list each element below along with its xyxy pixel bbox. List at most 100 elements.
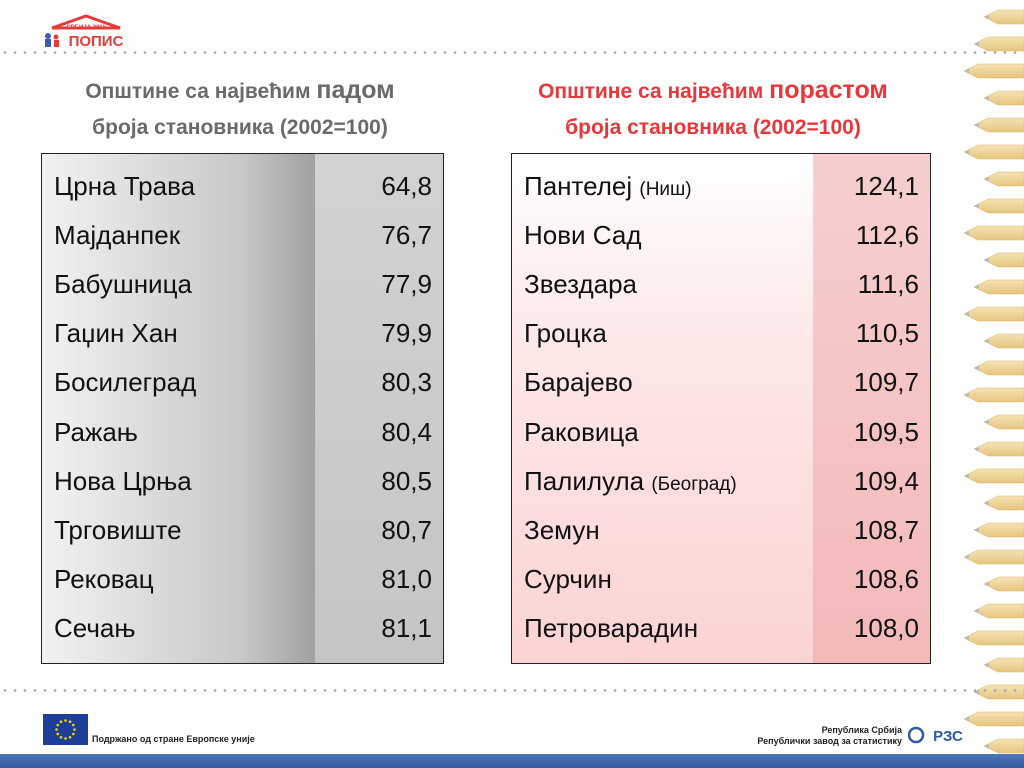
eu-star [56,732,60,736]
municipality-name-text: Земун [524,514,600,545]
pencil-shape [963,468,1024,484]
pencil-tip [974,366,979,370]
pencil-shape [973,117,1024,133]
pencil-shape [973,198,1024,214]
growth-heading: Општине са највећим порастом броја стано… [478,72,948,146]
table-row: Гаџин Хан 79,9 [42,309,443,358]
eu-flag-icon [43,714,88,745]
index-value: 80,4 [381,416,432,447]
growth-value-column-bg [813,154,930,663]
pencil-tip [974,204,979,208]
municipality-name: Црна Трава [42,171,322,202]
pencil-tip [964,69,969,73]
pencil-tip [984,663,989,667]
index-value: 112,6 [855,220,919,251]
pencil-shape [973,603,1024,619]
index-value: 80,7 [381,514,432,545]
municipality-name: Барајево [512,367,809,398]
pencil-tip [974,609,979,613]
pencil-tip [964,636,969,640]
municipality-name-text: Сурчин [524,563,612,594]
pencil-tip [974,123,979,127]
table-row: Пантелеј (Ниш) 124,1 [512,162,930,211]
pencil-tip [984,258,989,262]
eu-star [59,735,63,739]
table-row: Мајданпек 76,7 [42,211,443,260]
municipality-name-text: Сечањ [54,612,136,643]
index-value: 81,0 [381,563,432,594]
index-value: 108,7 [853,514,919,545]
footer-bar [0,754,1024,768]
municipality-name: Бабушница [42,269,322,300]
index-value: 109,7 [853,367,919,398]
eu-star [73,728,76,731]
municipality-name: Пантелеј (Ниш) [512,171,809,202]
table-row: Нови Сад 112,6 [512,211,930,260]
municipality-name: Гроцка [512,318,809,349]
municipality-name: Ражањ [42,417,322,448]
pencil-shape [963,549,1024,565]
municipality-name: Трговиште [42,515,322,546]
pencil-tip [964,231,969,235]
eu-star [68,720,72,724]
popis-logo: СРБИЈА 2011 ПОПИС [40,14,132,50]
pencil-shape [963,711,1024,727]
pencil-shape [983,333,1024,349]
decline-heading-emphasis: падом [316,76,395,104]
logo-small-text: СРБИЈА 2011 [66,25,106,31]
dotted-divider-bottom [0,689,1024,692]
pencil-tip [984,177,989,181]
pencil-tip [964,555,969,559]
index-value: 81,1 [381,612,432,643]
table-row: Петроварадин 108,0 [512,604,930,653]
rzs-line1: Република Србија [821,725,902,735]
pencil-shape [973,684,1024,700]
index-value: 108,6 [853,563,919,594]
pencil-shape [963,630,1024,646]
table-row: Палилула (Београд) 109,4 [512,457,930,506]
index-value: 109,4 [853,465,919,496]
decline-rows: Црна Трава 64,8 Мајданпек 76,7 Бабушница 77,9… [42,162,443,653]
table-row: Ражањ 80,4 [42,407,443,456]
pencil-shape [973,360,1024,376]
table-row: Бабушница 77,9 [42,260,443,309]
table-row: Земун 108,7 [512,506,930,555]
pencil-tip [984,501,989,505]
pencil-shape [983,171,1024,187]
pencil-tip [984,339,989,343]
pencil-tip [974,447,979,451]
municipality-name-text: Рековац [54,563,154,594]
decline-table: Црна Трава 64,8 Мајданпек 76,7 Бабушница 77,9… [41,153,444,664]
eu-star [64,719,67,722]
pencil-tip [984,744,989,748]
index-value: 80,3 [381,367,432,398]
eu-star [68,735,72,739]
table-row: Рековац 81,0 [42,555,443,604]
index-value: 110,5 [855,318,919,349]
municipality-name: Земун [512,515,809,546]
pencil-shape [973,522,1024,538]
index-value: 111,6 [857,269,919,300]
municipality-name: Петроварадин [512,613,809,644]
municipality-name-text: Босилеград [54,367,197,398]
pencil-tip [964,474,969,478]
municipality-name-text: Нова Црња [54,465,192,496]
municipality-name: Раковица [512,417,809,448]
pencil-shape [963,225,1024,241]
table-row: Трговиште 80,7 [42,506,443,555]
municipality-name-text: Пантелеј [524,171,633,202]
decline-value-column-bg [315,154,443,663]
rzs-line2: Републички завод за статистику [757,736,902,746]
index-value: 76,7 [381,220,432,251]
pencil-tip [984,420,989,424]
eu-support-text: Подржано од стране Европске уније [92,734,255,744]
municipality-name-text: Нови Сад [524,220,642,251]
growth-heading-line2: броја становника (2002=100) [565,116,861,139]
municipality-name-text: Гаџин Хан [54,318,178,349]
logo-main-text: ПОПИС [69,33,124,50]
pencil-shape [963,144,1024,160]
pencil-shape [963,63,1024,79]
pencil-shape [983,9,1024,25]
municipality-name-text: Бабушница [54,269,192,300]
growth-table: Пантелеј (Ниш) 124,1 Нови Сад 112,6 Звездара… [511,153,931,664]
